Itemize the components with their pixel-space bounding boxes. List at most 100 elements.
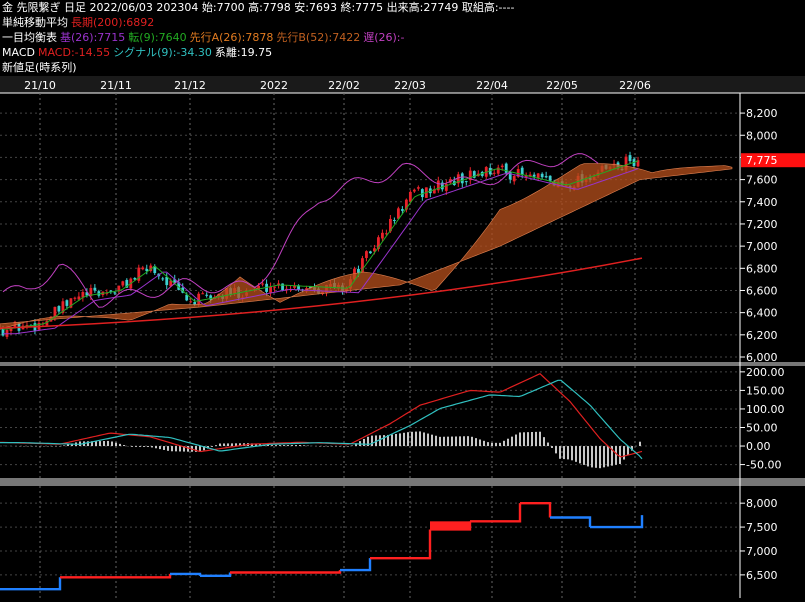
macd-histogram-bar [499,442,501,447]
candle-body [456,174,460,184]
candle-body [117,285,121,292]
price-tick-label: 6,200 [746,329,778,342]
candle-body [412,189,416,192]
macd-histogram-bar [387,434,389,447]
price-tick-label: 8,200 [746,107,778,120]
price-tick-label: 6,600 [746,284,778,297]
ichimoku-lagging-line [2,153,599,308]
macd-histogram-bar [551,446,553,448]
candle-body [420,189,424,198]
macd-histogram-bar [135,446,137,447]
candle-body [165,276,169,286]
macd-histogram-bar [411,431,413,447]
last-price-tag [741,153,805,168]
macd-histogram-bar [495,442,497,447]
macd-histogram-bar [595,446,597,468]
macd-histogram-bar [99,441,101,447]
macd-histogram-bar [631,446,633,451]
macd-histogram-bar [415,431,417,447]
macd-histogram-bar [459,436,461,447]
candle-body [636,160,640,167]
macd-histogram-bar [223,443,225,447]
macd-tick-label: 100.00 [746,403,785,416]
price-tick-label: 6,000 [746,351,778,364]
candle-body [624,156,628,170]
macd-histogram-bar [195,446,197,452]
newprice-tick-label: 7,500 [746,521,778,534]
candle-body [396,208,400,219]
candle-body [261,283,264,285]
sma-title: 単純移動平均 [2,16,68,29]
candle-body [109,290,113,292]
header-sma-line: 単純移動平均 長期(200):6892 [2,16,157,30]
candle-body [377,237,380,249]
macd-histogram-bar [547,442,549,447]
candle-body [400,209,404,211]
candle-body [548,175,552,181]
ichimoku-conv: 転(9):7640 [128,31,187,44]
ichimoku-conversion-line [2,160,639,330]
macd-histogram-bar [515,434,517,447]
candle-body [492,172,496,174]
newprice-tick-label: 8,000 [746,497,778,510]
macd-histogram-bar [287,445,289,447]
last-price-label: 7,775 [746,154,778,167]
candle-body [472,171,476,178]
candle-body [512,175,516,182]
macd-histogram-bar [63,445,65,447]
macd-histogram-bar [619,446,621,464]
price-tick-label: 7,200 [746,218,778,231]
macd-histogram-bar [391,434,393,447]
date-axis-label: 21/10 [24,79,56,92]
macd-histogram-bar [523,432,525,447]
candle-body [169,280,173,287]
candle-body [257,285,260,289]
candle-body [516,169,520,177]
macd-histogram-bar [567,446,569,460]
macd-value: MACD:-14.55 [37,46,111,59]
macd-histogram-bar [279,445,281,447]
macd-histogram-bar [471,436,473,447]
macd-diff: 系離:19.75 [214,46,273,59]
ichimoku-title: 一目均衡表 [2,31,57,44]
candle-body [432,189,436,194]
macd-histogram-bar [199,446,201,452]
macd-histogram-bar [423,432,425,447]
macd-histogram-bar [371,435,373,447]
candle-body [65,300,69,306]
candle-body [269,286,272,293]
price-tick-label: 8,000 [746,129,778,142]
candle-body [189,301,193,303]
macd-histogram-bar [399,433,401,447]
macd-histogram-bar [559,446,561,459]
candle-body [444,184,448,191]
newprice-step [170,572,202,576]
macd-histogram-bar [463,436,465,447]
macd-histogram-bar [623,446,625,460]
candle-body [528,174,532,177]
macd-histogram-bar [139,446,141,447]
macd-histogram-bar [511,436,513,447]
macd-histogram-bar [299,445,301,447]
macd-histogram-bar [163,446,165,450]
macd-histogram-bar [259,444,261,447]
macd-histogram-bar [563,446,565,460]
candle-body [93,287,97,291]
candle-body [373,248,376,252]
candle-body [309,286,312,289]
macd-histogram-bar [587,446,589,467]
candle-body [113,292,117,294]
macd-histogram-bar [579,446,581,464]
candle-body [69,298,73,308]
candle-body [121,281,125,286]
macd-histogram-bar [347,446,349,447]
macd-histogram-bar [155,446,157,449]
macd-signal: シグナル(9):-34.30 [113,46,212,59]
candle-body [77,296,81,300]
macd-histogram-bar [543,437,545,447]
candle-body [297,285,300,290]
date-axis-label: 22/05 [546,79,578,92]
candle-body [388,218,392,232]
newprice-tick-label: 6,500 [746,569,778,582]
